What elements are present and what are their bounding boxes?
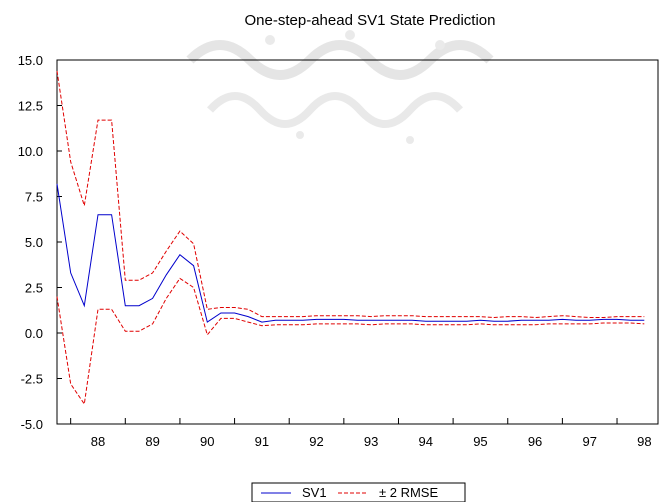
legend-label-rmse: ± 2 RMSE bbox=[379, 485, 438, 500]
x-tick-label: 89 bbox=[145, 434, 159, 449]
y-tick-label: -2.5 bbox=[21, 372, 43, 387]
x-tick-label: 98 bbox=[637, 434, 651, 449]
x-tick-label: 95 bbox=[473, 434, 487, 449]
y-axis: 15.0 12.5 10.0 7.5 5.0 2.5 0.0 -2.5 -5.0 bbox=[18, 53, 62, 432]
x-tick-label: 92 bbox=[309, 434, 323, 449]
y-tick-label: 0.0 bbox=[25, 326, 43, 341]
y-tick-label: 12.5 bbox=[18, 99, 43, 114]
plot-frame bbox=[56, 59, 659, 425]
y-tick-label: 5.0 bbox=[25, 235, 43, 250]
y-tick-label: -5.0 bbox=[21, 417, 43, 432]
legend-label-sv1: SV1 bbox=[302, 485, 327, 500]
series-line-rmse-upper bbox=[56, 70, 645, 319]
x-tick-label: 96 bbox=[528, 434, 542, 449]
chart-title: One-step-ahead SV1 State Prediction bbox=[245, 12, 496, 29]
x-tick-label: 97 bbox=[582, 434, 596, 449]
x-tick-label: 94 bbox=[419, 434, 433, 449]
x-axis: 88 89 90 91 92 93 94 95 96 97 98 bbox=[70, 418, 652, 449]
x-tick-label: 88 bbox=[91, 434, 105, 449]
y-tick-label: 2.5 bbox=[25, 281, 43, 296]
x-tick-label: 93 bbox=[364, 434, 378, 449]
y-tick-label: 7.5 bbox=[25, 190, 43, 205]
legend: SV1 ± 2 RMSE bbox=[251, 482, 466, 502]
series-line-rmse-lower bbox=[56, 277, 645, 406]
x-tick-label: 91 bbox=[255, 434, 269, 449]
series-line-sv1 bbox=[56, 183, 645, 323]
y-tick-label: 15.0 bbox=[18, 53, 43, 68]
series-layer bbox=[56, 70, 645, 406]
x-tick-label: 90 bbox=[200, 434, 214, 449]
y-tick-label: 10.0 bbox=[18, 144, 43, 159]
